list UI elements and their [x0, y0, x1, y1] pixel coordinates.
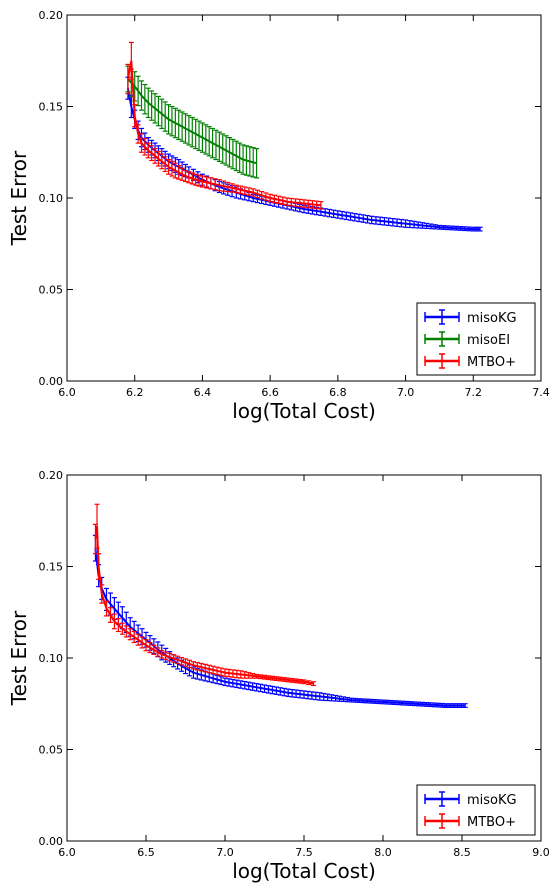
y-tick-label: 0.15 — [39, 561, 64, 574]
x-tick-label: 6.5 — [137, 846, 155, 859]
x-axis-label: log(Total Cost) — [232, 859, 376, 883]
series-misoEI — [125, 65, 260, 179]
y-tick-label: 0.00 — [39, 375, 64, 388]
x-tick-label: 7.5 — [295, 846, 313, 859]
legend-label: misoKG — [467, 311, 517, 326]
x-tick-label: 9.0 — [532, 846, 550, 859]
y-axis-label: Test Error — [7, 610, 31, 706]
y-tick-label: 0.10 — [39, 652, 64, 665]
series-misoKG — [92, 534, 468, 709]
plot-area — [125, 41, 483, 232]
series-line — [94, 526, 314, 685]
x-tick-label: 6.2 — [126, 386, 144, 399]
legend-label: MTBO+ — [467, 355, 516, 370]
x-tick-label: 6.6 — [261, 386, 279, 399]
x-tick-label: 7.0 — [397, 386, 415, 399]
plot-area — [92, 503, 468, 709]
legend-label: misoKG — [467, 793, 517, 808]
y-tick-label: 0.15 — [39, 101, 64, 114]
x-axis-label: log(Total Cost) — [232, 399, 376, 423]
series-line — [94, 548, 466, 707]
legend: misoKG MTBO+ — [416, 784, 536, 836]
x-tick-label: 7.2 — [465, 386, 483, 399]
x-tick-label: 7.0 — [216, 846, 234, 859]
legend: misoKG misoEI MTBO+ — [416, 302, 536, 376]
y-axis-label: Test Error — [7, 150, 31, 246]
series-MTBO+ — [92, 503, 316, 687]
x-tick-label: 8.0 — [374, 846, 392, 859]
x-tick-label: 8.5 — [453, 846, 471, 859]
chart-top: 6.0 6.2 6.4 6.6 6.8 7.0 7.2 7.4 0.00 0.05 0.10 0.15… — [7, 9, 550, 423]
series-MTBO+ — [125, 41, 324, 210]
legend-box — [416, 784, 536, 836]
x-tick-label: 6.0 — [58, 386, 76, 399]
y-tick-label: 0.05 — [39, 284, 64, 297]
series-line — [126, 60, 321, 207]
x-tick-label: 6.0 — [58, 846, 76, 859]
y-tick-label: 0.05 — [39, 744, 64, 757]
chart-bottom: 6.0 6.5 7.0 7.5 8.0 8.5 9.0 0.00 0.05 0.10 0.15 0.2… — [7, 469, 550, 883]
x-tick-label: 6.8 — [329, 386, 347, 399]
y-tick-label: 0.20 — [39, 9, 64, 22]
y-tick-label: 0.00 — [39, 835, 64, 848]
series-misoKG — [125, 76, 483, 232]
legend-label: misoEI — [467, 333, 510, 348]
y-tick-label: 0.10 — [39, 192, 64, 205]
y-tick-label: 0.20 — [39, 469, 64, 482]
x-tick-label: 7.4 — [532, 386, 550, 399]
legend-label: MTBO+ — [467, 815, 516, 830]
x-tick-label: 6.4 — [194, 386, 212, 399]
